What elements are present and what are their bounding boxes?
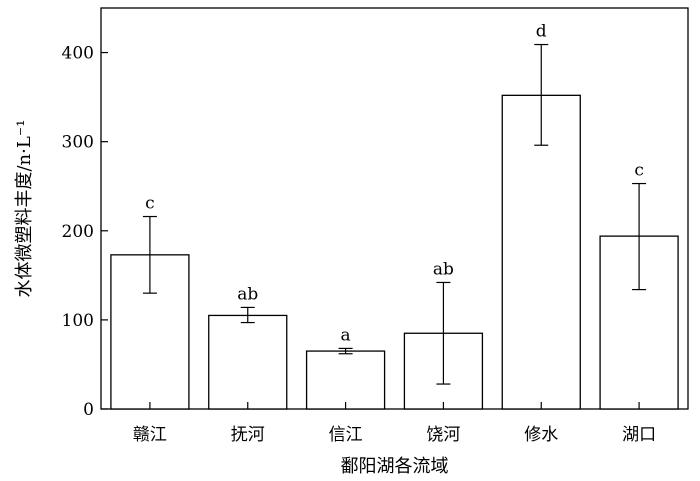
significance-label: c	[145, 194, 155, 214]
significance-labels-group: c ab a ab d c	[145, 22, 644, 346]
plot-area	[100, 7, 689, 410]
y-tick-label: 400	[62, 44, 94, 64]
x-tick-label: 抚河	[231, 425, 265, 445]
significance-label: ab	[237, 284, 258, 304]
x-tick-label: 湖口	[622, 425, 656, 445]
y-axis-title: 水体微塑料丰度/n·L⁻¹	[14, 119, 35, 297]
bar	[208, 314, 288, 410]
x-axis-title: 鄱阳湖各流域	[341, 456, 449, 477]
bars-group	[110, 94, 679, 410]
error-bars-group	[142, 43, 647, 385]
x-tick-label: 饶河	[426, 425, 460, 445]
y-axis: 0 100 200 300 400	[62, 44, 108, 420]
x-axis: 赣江 抚河 信江 饶河 修水 湖口	[133, 402, 656, 445]
significance-label: d	[536, 22, 547, 42]
significance-label: ab	[433, 259, 454, 279]
y-tick-label: 100	[62, 311, 94, 331]
x-tick-label: 信江	[329, 425, 363, 445]
y-tick-label: 0	[83, 400, 94, 420]
x-tick-label: 赣江	[133, 425, 167, 445]
significance-label: c	[634, 161, 644, 181]
y-tick-label: 200	[62, 222, 94, 242]
plot-frame	[100, 7, 689, 410]
y-tick-label: 300	[62, 133, 94, 153]
significance-label: a	[341, 325, 351, 345]
bar	[305, 350, 386, 410]
x-tick-label: 修水	[524, 425, 558, 445]
